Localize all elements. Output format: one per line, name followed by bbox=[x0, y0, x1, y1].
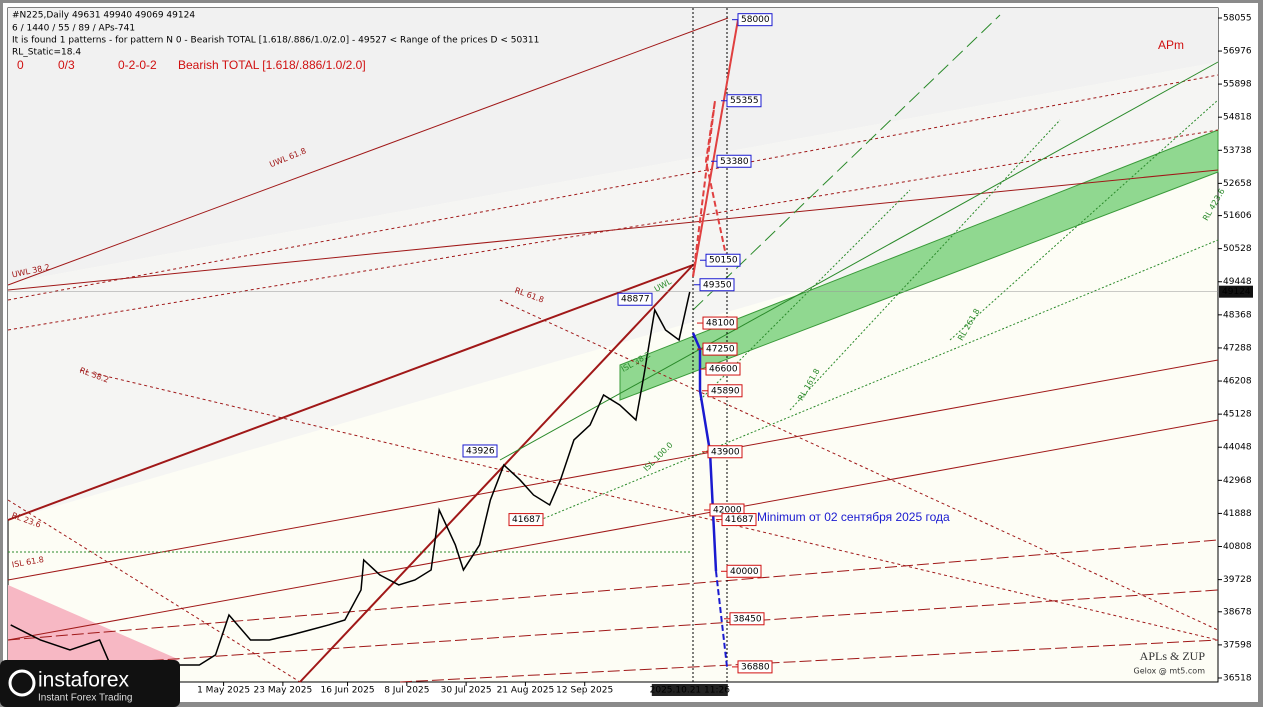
level-box bbox=[726, 564, 762, 578]
y-tick-label: 53738 bbox=[1223, 146, 1252, 156]
level-label: 43900 bbox=[711, 447, 740, 457]
y-tick-label: 49448 bbox=[1223, 277, 1252, 287]
static-line: RL_Static=18.4 bbox=[12, 48, 81, 58]
level-box bbox=[707, 384, 743, 398]
y-tick-label: 48368 bbox=[1223, 310, 1252, 320]
level-box bbox=[462, 444, 498, 458]
current-price-box bbox=[1219, 285, 1253, 298]
y-tick-label: 50528 bbox=[1223, 244, 1252, 254]
level-label: 47250 bbox=[706, 345, 735, 355]
settings-line: 6 / 1440 / 55 / 89 / APs-741 bbox=[12, 24, 135, 34]
status: 0/3 bbox=[58, 58, 75, 72]
credit-sub: Gelox @ mt5.com bbox=[1134, 667, 1206, 676]
projection bbox=[715, 571, 728, 668]
y-tick-label: 51606 bbox=[1223, 211, 1252, 221]
cursor-label: 2025.10.21 11:26 bbox=[650, 686, 731, 696]
y-tick-label: 39728 bbox=[1223, 575, 1252, 585]
level-label: 50150 bbox=[709, 256, 738, 266]
y-tick-label: 37598 bbox=[1223, 640, 1252, 650]
level-label: 45890 bbox=[711, 386, 740, 396]
y-tick-label: 54818 bbox=[1223, 113, 1252, 123]
corner-label: APm bbox=[1158, 38, 1184, 52]
zone bbox=[8, 8, 1218, 283]
y-tick-label: 55898 bbox=[1223, 80, 1252, 90]
level-box bbox=[737, 660, 773, 674]
level-box bbox=[707, 445, 743, 459]
level-label: 41687 bbox=[512, 515, 541, 525]
x-tick-label: 23 May 2025 bbox=[254, 686, 313, 696]
level-label: 55355 bbox=[730, 96, 759, 106]
credit: APLs & ZUP bbox=[1140, 649, 1206, 663]
level-box bbox=[721, 513, 757, 527]
logo-box bbox=[0, 660, 180, 707]
level-label: 41687 bbox=[725, 515, 754, 525]
zone bbox=[8, 62, 1218, 520]
level-box bbox=[699, 278, 735, 292]
level-box bbox=[705, 362, 741, 376]
level-label: 48877 bbox=[621, 295, 650, 305]
projection bbox=[691, 332, 718, 572]
status: 0 bbox=[17, 58, 24, 72]
y-tick-label: 45128 bbox=[1223, 410, 1252, 420]
projection bbox=[692, 100, 728, 277]
level-label: 40000 bbox=[730, 567, 759, 577]
y-tick-label: 38678 bbox=[1223, 607, 1252, 617]
x-tick-label: 21 Aug 2025 bbox=[497, 686, 555, 696]
level-box bbox=[726, 94, 762, 108]
trendlines bbox=[7, 17, 1219, 683]
level-label: 58000 bbox=[741, 15, 770, 25]
logo-icon bbox=[8, 669, 36, 697]
y-tick-label: 46208 bbox=[1223, 377, 1252, 387]
y-tick-label: 36518 bbox=[1223, 673, 1252, 683]
y-tick-label: 44048 bbox=[1223, 443, 1252, 453]
level-box bbox=[737, 13, 773, 27]
level-label: 43926 bbox=[466, 446, 495, 456]
level-label: 46600 bbox=[709, 365, 738, 375]
level-box bbox=[508, 513, 544, 527]
level-box bbox=[702, 342, 738, 356]
level-box bbox=[729, 612, 765, 626]
level-box bbox=[716, 154, 752, 168]
y-tick-label: 47288 bbox=[1223, 343, 1252, 353]
level-label: 38450 bbox=[733, 614, 762, 624]
logo-sub: Instant Forex Trading bbox=[38, 693, 133, 704]
channel bbox=[619, 129, 1219, 401]
level-label: 42000 bbox=[713, 505, 742, 515]
x-tick-label: 8 Jul 2025 bbox=[384, 686, 429, 696]
current-price-label: 49124 bbox=[1222, 287, 1251, 297]
x-tick-label: 30 Jul 2025 bbox=[441, 686, 492, 696]
y-tick-label: 52658 bbox=[1223, 179, 1252, 189]
level-box bbox=[705, 253, 741, 267]
x-tick-label: 1 May 2025 bbox=[197, 686, 250, 696]
level-label: 53380 bbox=[720, 157, 749, 167]
projection bbox=[692, 19, 739, 277]
y-tick-label: 58055 bbox=[1223, 13, 1252, 23]
y-tick-label: 42968 bbox=[1223, 476, 1252, 486]
x-tick-label: 12 Sep 2025 bbox=[556, 686, 613, 696]
pattern-line: It is found 1 patterns - for pattern N 0… bbox=[12, 36, 539, 46]
price-line bbox=[10, 291, 691, 666]
zone bbox=[8, 585, 180, 682]
annotation: Minimum от 02 сентября 2025 года bbox=[757, 510, 950, 524]
y-tick-label: 56976 bbox=[1223, 47, 1252, 57]
level-box bbox=[617, 292, 653, 306]
status: 0-2-0-2 bbox=[118, 58, 157, 72]
cursor-box bbox=[651, 684, 728, 696]
status: Bearish TOTAL [1.618/.886/1.0/2.0] bbox=[178, 58, 366, 72]
y-tick-label: 41888 bbox=[1223, 509, 1252, 519]
y-tick-label: 40808 bbox=[1223, 542, 1252, 552]
logo: instaforex bbox=[38, 669, 130, 692]
level-box bbox=[702, 316, 738, 330]
level-label: 36880 bbox=[741, 662, 770, 672]
level-label: 49350 bbox=[703, 280, 732, 290]
level-label: 48100 bbox=[706, 319, 735, 329]
symbol-line: #N225,Daily 49631 49940 49069 49124 bbox=[12, 11, 195, 21]
x-tick-label: 16 Jun 2025 bbox=[320, 686, 374, 696]
